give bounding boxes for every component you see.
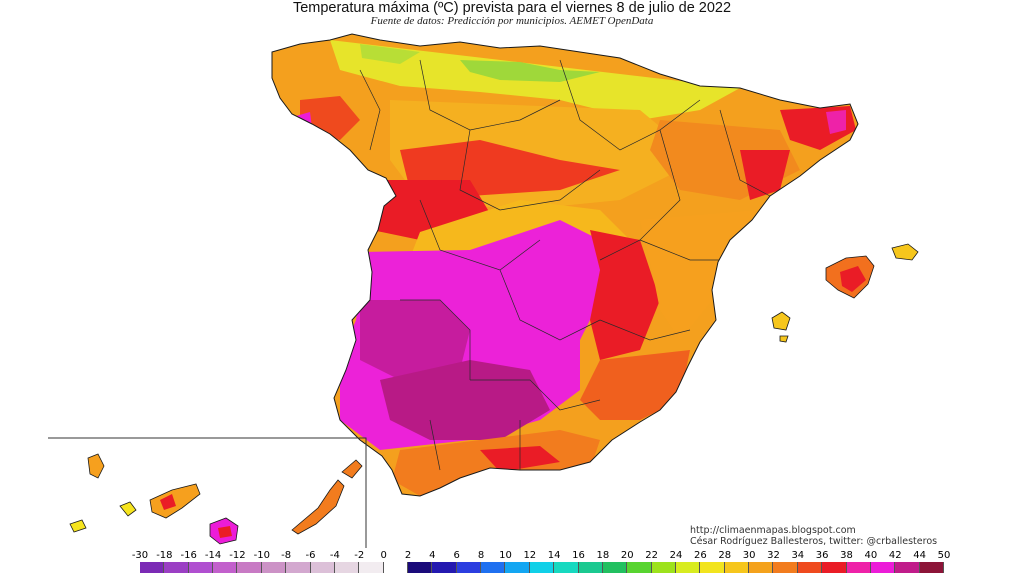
island-la-gomera xyxy=(119,501,137,517)
legend-tick-label: 42 xyxy=(888,550,902,561)
legend-swatch xyxy=(749,562,774,573)
legend-swatch xyxy=(602,562,628,573)
legend-tick-label: 40 xyxy=(864,550,878,561)
balearic-islands xyxy=(771,243,919,343)
legend-swatch xyxy=(481,562,506,573)
island-ibiza xyxy=(771,311,791,331)
legend-tick-label: 16 xyxy=(572,550,585,561)
legend-tick-label: 20 xyxy=(620,550,634,561)
island-el-hierro xyxy=(69,519,87,533)
legend-swatch xyxy=(773,562,798,573)
legend-swatch xyxy=(164,562,189,573)
region-murcia xyxy=(580,350,690,420)
legend-tick-label: 32 xyxy=(767,550,780,561)
province-borders xyxy=(359,59,771,471)
legend-swatch xyxy=(870,562,896,573)
legend-swatch xyxy=(334,562,360,573)
island-la-palma xyxy=(87,453,105,479)
map-subtitle: Fuente de datos: Predicción por municipi… xyxy=(370,15,654,27)
legend-swatch xyxy=(700,562,725,573)
legend-swatch xyxy=(456,562,482,573)
canary-inset-frame xyxy=(48,437,367,548)
legend-tick-label: -8 xyxy=(281,550,292,561)
legend-tick-label: 36 xyxy=(815,550,829,561)
color-legend: -30 -18 -16 -14 -12 -10 -8 -6 -4 -2 0 2 4 6 8 10 12 14 16 1… xyxy=(0,550,1024,576)
island-tenerife-red xyxy=(160,494,176,510)
legend-tick-label: 12 xyxy=(523,550,537,561)
legend-swatch xyxy=(383,562,408,573)
legend-tick-label: -2 xyxy=(354,550,365,561)
legend-swatch xyxy=(432,562,457,573)
legend-swatch xyxy=(408,562,433,573)
legend-tick-label: -10 xyxy=(253,550,270,561)
legend-colorbar xyxy=(140,562,944,573)
island-gran-canaria-core xyxy=(218,526,232,538)
region-levante-red xyxy=(590,230,660,360)
legend-tick-label: 38 xyxy=(840,550,853,561)
legend-swatch xyxy=(261,562,287,573)
legend-swatch xyxy=(724,562,750,573)
legend-swatch xyxy=(846,562,871,573)
legend-tick-label: -4 xyxy=(329,550,340,561)
legend-swatch xyxy=(213,562,238,573)
legend-tick-label: 14 xyxy=(547,550,561,561)
legend-swatch xyxy=(237,562,262,573)
credit-block: http://climaenmapas.blogspot.com César R… xyxy=(690,525,937,547)
temperature-fields xyxy=(296,40,856,496)
legend-tick-label: -14 xyxy=(204,550,222,561)
legend-tick-label: -18 xyxy=(156,550,173,561)
credit-author: César Rodríguez Ballesteros, twitter: @c… xyxy=(690,536,938,547)
legend-tick-label: 50 xyxy=(937,550,951,561)
legend-tick-label: -6 xyxy=(305,550,316,561)
legend-tick-label: -12 xyxy=(229,550,246,561)
temperature-map xyxy=(48,33,919,548)
legend-swatch xyxy=(676,562,701,573)
legend-swatch xyxy=(895,562,920,573)
legend-tick-label: 44 xyxy=(913,550,926,561)
legend-tick-label: 8 xyxy=(477,550,485,561)
island-mallorca-red xyxy=(840,266,866,292)
legend-swatch xyxy=(286,562,311,573)
region-catalonia-magenta xyxy=(826,110,846,134)
legend-tick-label: 10 xyxy=(499,550,512,561)
island-formentera xyxy=(779,335,789,343)
legend-swatch xyxy=(140,562,165,573)
legend-tick-label: 18 xyxy=(596,550,610,561)
legend-swatch xyxy=(529,562,555,573)
legend-swatch xyxy=(310,562,335,573)
island-lanzarote xyxy=(341,459,363,479)
island-fuerteventura xyxy=(291,479,345,535)
canary-islands xyxy=(69,453,363,545)
legend-tick-label: 4 xyxy=(429,550,436,561)
legend-tick-label: 6 xyxy=(453,550,460,561)
legend-swatch xyxy=(188,562,214,573)
legend-swatch xyxy=(627,562,652,573)
legend-tick-label: 34 xyxy=(791,550,805,561)
legend-tick-label: -16 xyxy=(180,550,197,561)
legend-swatch xyxy=(919,562,944,573)
legend-tick-label: 22 xyxy=(645,550,658,561)
map-title: Temperatura máxima (ºC) prevista para el… xyxy=(292,0,732,16)
legend-swatch xyxy=(822,562,847,573)
legend-tick-label: -30 xyxy=(131,550,149,561)
region-ebro-red xyxy=(740,150,790,200)
region-extremadura xyxy=(360,300,470,380)
legend-tick-label: 0 xyxy=(380,550,387,561)
legend-tick-label: 26 xyxy=(693,550,707,561)
legend-tick-label: 24 xyxy=(669,550,683,561)
legend-swatch xyxy=(651,562,676,573)
credit-url: http://climaenmapas.blogspot.com xyxy=(690,525,856,536)
legend-swatch xyxy=(554,562,579,573)
region-cantabria-green xyxy=(460,60,600,82)
legend-swatch xyxy=(797,562,823,573)
legend-swatch xyxy=(505,562,530,573)
legend-swatch xyxy=(578,562,603,573)
region-asturias-lime xyxy=(360,44,420,64)
legend-tick-label: 30 xyxy=(742,550,756,561)
island-menorca xyxy=(891,243,919,261)
legend-tick-label: 28 xyxy=(718,550,732,561)
legend-tick-label: 2 xyxy=(404,550,412,561)
island-tenerife xyxy=(149,483,201,519)
legend-swatch xyxy=(359,562,384,573)
